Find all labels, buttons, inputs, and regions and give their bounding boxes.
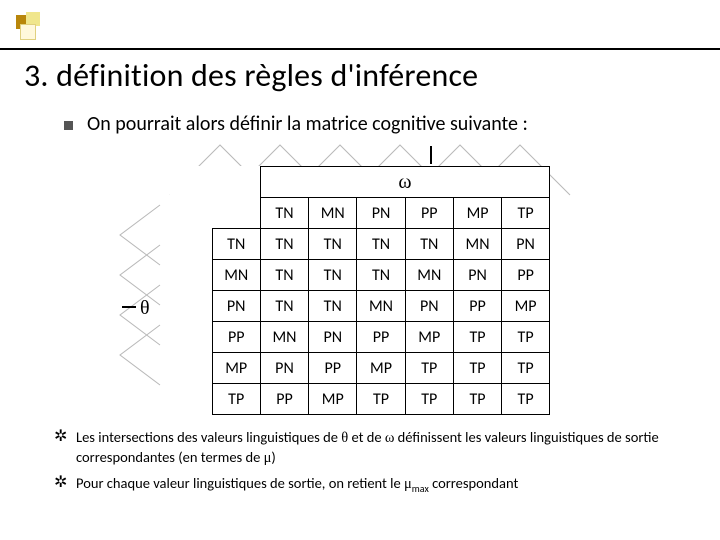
- col-label: TP: [502, 198, 550, 229]
- omega-header: ω: [260, 167, 549, 198]
- omega-tick: [430, 146, 432, 164]
- row-label: TP: [212, 384, 260, 415]
- matrix-cell: TP: [502, 384, 550, 415]
- matrix-cell: PN: [453, 260, 501, 291]
- flower-bullet-icon: ✲: [54, 474, 76, 495]
- note-text: Les intersections des valeurs linguistiq…: [76, 428, 341, 446]
- matrix-cell: TP: [405, 353, 453, 384]
- matrix-cell: TP: [502, 353, 550, 384]
- matrix-cell: TP: [357, 384, 405, 415]
- title-rule: [0, 48, 720, 50]
- matrix-cell: MP: [405, 322, 453, 353]
- footnotes: ✲ Les intersections des valeurs linguist…: [54, 428, 700, 501]
- mu-max-subscript: max: [412, 482, 429, 495]
- matrix-cell: PP: [260, 384, 308, 415]
- matrix-cell: MN: [357, 291, 405, 322]
- matrix-cell: TN: [260, 260, 308, 291]
- matrix-cell: PN: [260, 353, 308, 384]
- cognitive-matrix-wrap: θ ω TN MN PN PP MP TP TN TN TN: [170, 166, 550, 415]
- matrix-cell: TP: [453, 322, 501, 353]
- main-bullet: On pourrait alors définir la matrice cog…: [64, 112, 528, 136]
- matrix-cell: PP: [453, 291, 501, 322]
- flower-bullet-icon: ✲: [54, 428, 76, 468]
- col-label: TN: [260, 198, 308, 229]
- footnote-1: ✲ Les intersections des valeurs linguist…: [54, 428, 700, 468]
- matrix-cell: MN: [405, 260, 453, 291]
- note-text: ): [271, 448, 275, 466]
- matrix-cell: PP: [357, 322, 405, 353]
- matrix-cell: TP: [405, 384, 453, 415]
- row-label: TN: [212, 229, 260, 260]
- matrix-cell: MP: [309, 384, 357, 415]
- main-bullet-text: On pourrait alors définir la matrice cog…: [87, 112, 528, 136]
- corner-decoration: [16, 12, 52, 40]
- col-label: PN: [357, 198, 405, 229]
- matrix-cell: PP: [502, 260, 550, 291]
- matrix-cell: PP: [309, 353, 357, 384]
- matrix-cell: TP: [502, 322, 550, 353]
- col-label: MP: [453, 198, 501, 229]
- slide: 3. définition des règles d'inférence On …: [0, 0, 720, 540]
- matrix-cell: TN: [260, 229, 308, 260]
- matrix-cell: MP: [357, 353, 405, 384]
- matrix-cell: TN: [309, 229, 357, 260]
- slide-title: 3. définition des règles d'inférence: [24, 56, 478, 95]
- matrix-cell: PN: [405, 291, 453, 322]
- row-label: MN: [212, 260, 260, 291]
- matrix-cell: PN: [309, 322, 357, 353]
- matrix-cell: MP: [502, 291, 550, 322]
- square-bullet-icon: [64, 121, 73, 130]
- matrix-cell: MN: [260, 322, 308, 353]
- row-label: PP: [212, 322, 260, 353]
- note-text: Pour chaque valeur linguistiques de sort…: [76, 474, 404, 492]
- theta-bar: [122, 306, 136, 308]
- matrix-cell: TP: [453, 384, 501, 415]
- theta-label: θ: [140, 296, 150, 320]
- matrix-cell: TN: [260, 291, 308, 322]
- matrix-cell: TN: [405, 229, 453, 260]
- matrix-cell: MN: [453, 229, 501, 260]
- note-text: correspondant: [429, 474, 519, 492]
- matrix-cell: TN: [309, 260, 357, 291]
- matrix-cell: TP: [453, 353, 501, 384]
- footnote-2: ✲ Pour chaque valeur linguistiques de so…: [54, 474, 700, 495]
- omega-symbol: ω: [385, 429, 395, 446]
- row-label: PN: [212, 291, 260, 322]
- matrix-cell: PN: [502, 229, 550, 260]
- matrix-cell: TN: [309, 291, 357, 322]
- mu-symbol: μ: [404, 475, 412, 492]
- col-label: PP: [405, 198, 453, 229]
- matrix-cell: TN: [357, 260, 405, 291]
- matrix-cell: TN: [357, 229, 405, 260]
- cognitive-matrix: ω TN MN PN PP MP TP TN TN TN TN TN MN PN: [170, 166, 550, 415]
- note-text: et de: [348, 428, 385, 446]
- row-label: MP: [212, 353, 260, 384]
- col-label: MN: [309, 198, 357, 229]
